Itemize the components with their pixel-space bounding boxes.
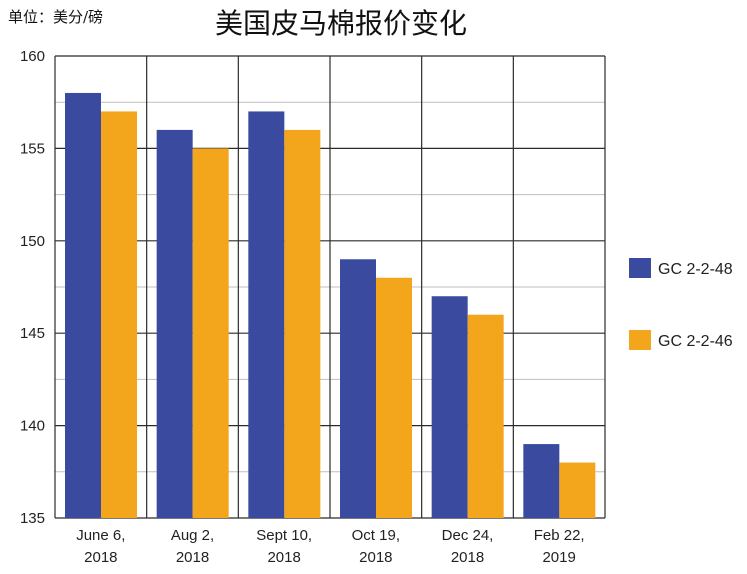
bar-series-1 <box>65 92 101 519</box>
x-tick-label: 2019 <box>542 549 575 566</box>
legend-label-2: GC 2-2-46 <box>658 333 733 350</box>
unit-label: 单位：美分/磅 <box>8 8 104 26</box>
bar-series-2 <box>559 462 596 518</box>
x-tick-label: Oct 19, <box>352 527 400 544</box>
x-tick-label: Aug 2, <box>171 527 214 544</box>
x-tick-label: Sept 10, <box>256 527 312 544</box>
x-tick-label: 2018 <box>451 549 484 566</box>
legend-label-1: GC 2-2-48 <box>658 261 733 278</box>
bar-series-1 <box>340 259 376 518</box>
legend-swatch-2 <box>629 330 651 350</box>
bar-series-2 <box>101 111 137 518</box>
bar-series-2 <box>192 148 229 518</box>
legend-swatch-1 <box>629 258 651 278</box>
bar-series-1 <box>248 111 285 518</box>
bar-series-2 <box>467 314 504 518</box>
x-tick-label: 2018 <box>359 549 392 566</box>
chart-title: 美国皮马棉报价变化 <box>215 7 468 40</box>
x-tick-label: June 6, <box>76 527 125 544</box>
y-tick-label: 140 <box>20 418 45 435</box>
x-tick-label: 2018 <box>84 549 117 566</box>
x-tick-label: Feb 22, <box>534 527 585 544</box>
bar-series-1 <box>156 129 193 519</box>
y-tick-label: 145 <box>20 325 45 342</box>
bar-series-2 <box>284 129 321 519</box>
y-tick-label: 155 <box>20 140 45 157</box>
y-tick-label: 135 <box>20 510 45 527</box>
bar-series-2 <box>376 277 412 518</box>
x-tick-label: 2018 <box>267 549 300 566</box>
x-tick-label: Dec 24, <box>442 527 494 544</box>
bar-series-1 <box>431 296 468 518</box>
bar-series-1 <box>523 444 560 518</box>
y-tick-label: 150 <box>20 233 45 250</box>
x-tick-label: 2018 <box>176 549 209 566</box>
y-tick-label: 160 <box>20 48 45 65</box>
